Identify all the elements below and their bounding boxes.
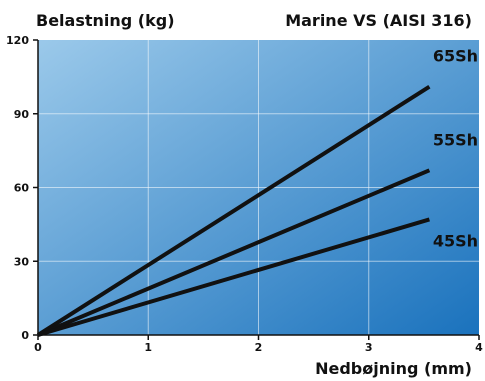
y-tick-label: 90 <box>14 108 30 121</box>
series-group: 65Sh 55Sh 45Sh <box>36 47 478 337</box>
y-axis-title: Belastning (kg) <box>36 11 175 30</box>
y-tick-label: 30 <box>14 255 30 268</box>
chart-title: Marine VS (AISI 316) <box>285 11 472 30</box>
x-tick-label: 0 <box>34 341 42 354</box>
axes <box>33 39 480 340</box>
x-tick-label: 4 <box>475 341 483 354</box>
x-tick-label: 3 <box>365 341 373 354</box>
tick-labels: 0 1 2 3 4 0 30 60 90 120 <box>6 34 483 354</box>
y-tick-label: 0 <box>21 329 29 342</box>
series-label-45sh: 45Sh <box>433 231 478 250</box>
x-axis-title: Nedbøjning (mm) <box>315 359 472 378</box>
series-label-55sh: 55Sh <box>433 130 478 149</box>
series-label-65sh: 65Sh <box>433 47 478 66</box>
series-line-45sh <box>37 217 430 337</box>
grid-lines <box>38 40 479 335</box>
y-tick-label: 120 <box>6 34 29 47</box>
series-line-65sh <box>36 85 431 337</box>
y-tick-label: 60 <box>14 182 30 195</box>
series-line-55sh <box>37 168 431 337</box>
x-tick-label: 1 <box>144 341 152 354</box>
x-tick-label: 2 <box>255 341 263 354</box>
